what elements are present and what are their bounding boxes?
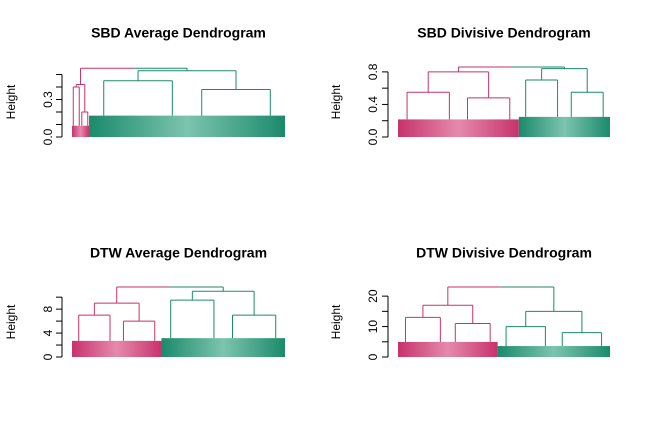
y-tick-label: 20 xyxy=(366,289,380,303)
leaf-mass xyxy=(72,340,162,357)
y-tick-label: 4 xyxy=(41,329,55,336)
y-tick-label: 0.3 xyxy=(41,91,55,108)
leaf-mass xyxy=(72,125,90,137)
y-tick-label: 0.0 xyxy=(366,128,380,145)
y-axis-label: Height xyxy=(4,304,18,339)
y-tick-label: 0 xyxy=(41,353,55,360)
leaf-mass xyxy=(89,115,285,137)
leaf-mass xyxy=(161,338,285,357)
y-tick-label: 0.0 xyxy=(41,128,55,145)
y-tick-label: 0 xyxy=(366,353,380,360)
y-tick-label: 0.4 xyxy=(366,96,380,113)
leaf-mass xyxy=(497,346,610,357)
chart-title: SBD Average Dendrogram xyxy=(91,25,266,41)
chart-title: DTW Divisive Dendrogram xyxy=(416,245,592,261)
chart-title: DTW Average Dendrogram xyxy=(90,245,267,261)
leaf-mass xyxy=(398,341,498,357)
chart-title: SBD Divisive Dendrogram xyxy=(417,25,591,41)
leaf-mass xyxy=(398,119,519,137)
y-axis-label: Height xyxy=(329,304,343,339)
y-axis-label: Height xyxy=(4,84,18,119)
leaf-mass xyxy=(518,116,610,137)
y-axis-label: Height xyxy=(329,84,343,119)
y-tick-label: 10 xyxy=(366,320,380,334)
y-tick-label: 8 xyxy=(41,305,55,312)
y-tick-label: 0.8 xyxy=(366,63,380,80)
